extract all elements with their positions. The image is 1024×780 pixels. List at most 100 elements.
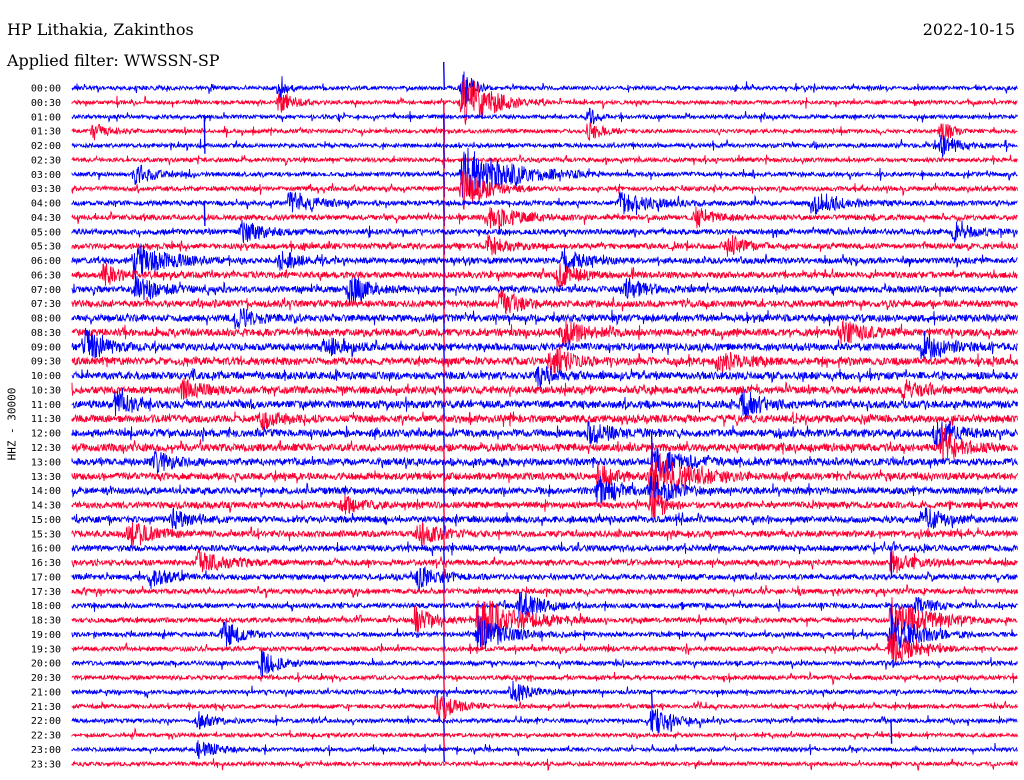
trace-row bbox=[71, 421, 1018, 450]
trace-row bbox=[71, 274, 1018, 305]
row-time-label: 16:30 bbox=[31, 558, 61, 569]
spike-mark bbox=[443, 747, 445, 763]
trace-row bbox=[71, 740, 1018, 760]
trace-row bbox=[71, 540, 1018, 557]
spike-mark bbox=[203, 201, 206, 227]
row-time-label: 10:30 bbox=[31, 385, 61, 396]
row-time-label: 14:30 bbox=[31, 501, 61, 512]
row-time-label: 22:30 bbox=[31, 731, 61, 742]
trace-row bbox=[71, 448, 1018, 475]
trace-row bbox=[71, 614, 1018, 653]
trace-row bbox=[71, 366, 1018, 389]
trace-row bbox=[71, 171, 1018, 210]
row-time-label: 21:30 bbox=[31, 702, 61, 713]
trace-row bbox=[71, 726, 1018, 741]
spike-mark bbox=[650, 689, 653, 708]
trace-row bbox=[71, 507, 1018, 530]
spike-mark bbox=[203, 114, 206, 154]
trace-row bbox=[71, 708, 1018, 734]
row-time-label: 12:00 bbox=[31, 429, 61, 440]
row-time-label: 01:30 bbox=[31, 127, 61, 138]
spike-mark bbox=[890, 603, 893, 640]
trace-row bbox=[71, 472, 1018, 509]
row-time-label: 20:00 bbox=[31, 659, 61, 670]
trace-row bbox=[71, 377, 1018, 402]
row-time-label: 18:30 bbox=[31, 616, 61, 627]
trace-row bbox=[71, 307, 1018, 329]
row-time-label: 06:00 bbox=[31, 256, 61, 267]
trace-row bbox=[71, 426, 1018, 464]
row-time-label: 02:30 bbox=[31, 155, 61, 166]
trace-row bbox=[71, 191, 1018, 216]
trace-row bbox=[71, 680, 1018, 702]
spike-mark bbox=[890, 546, 893, 579]
row-time-label: 15:30 bbox=[31, 529, 61, 540]
trace-row bbox=[71, 693, 1018, 723]
trace-row bbox=[71, 345, 1018, 375]
trace-row bbox=[71, 327, 1018, 363]
row-time-label: 09:30 bbox=[31, 357, 61, 368]
row-time-label: 05:00 bbox=[31, 227, 61, 238]
row-time-label: 07:30 bbox=[31, 299, 61, 310]
trace-row bbox=[71, 584, 1018, 599]
trace-row bbox=[71, 206, 1018, 229]
row-time-label: 11:30 bbox=[31, 414, 61, 425]
row-time-label: 12:30 bbox=[31, 443, 61, 454]
trace-row bbox=[71, 77, 1018, 125]
row-time-label: 03:00 bbox=[31, 170, 61, 181]
spike-mark bbox=[650, 431, 653, 464]
row-time-label: 07:00 bbox=[31, 285, 61, 296]
row-time-label: 23:00 bbox=[31, 745, 61, 756]
row-time-label: 06:30 bbox=[31, 270, 61, 281]
row-time-label: 03:30 bbox=[31, 184, 61, 195]
spike-mark bbox=[480, 618, 483, 651]
row-time-label: 04:00 bbox=[31, 199, 61, 210]
row-time-label: 11:00 bbox=[31, 400, 61, 411]
row-time-label: 01:00 bbox=[31, 112, 61, 123]
trace-row bbox=[71, 591, 1018, 619]
trace-row bbox=[71, 521, 1018, 547]
row-time-label: 10:00 bbox=[31, 371, 61, 382]
row-time-label: 15:00 bbox=[31, 515, 61, 526]
trace-row bbox=[71, 153, 1018, 167]
record-date: 2022-10-15 bbox=[922, 20, 1015, 39]
trace-layer bbox=[71, 61, 1018, 772]
trace-row bbox=[71, 758, 1018, 772]
trace-row bbox=[71, 632, 1018, 665]
row-time-label: 09:00 bbox=[31, 342, 61, 353]
row-time-label: 19:30 bbox=[31, 644, 61, 655]
trace-row bbox=[71, 670, 1018, 686]
row-time-label: 22:00 bbox=[31, 716, 61, 727]
row-time-label: 19:00 bbox=[31, 630, 61, 641]
row-time-label: 08:30 bbox=[31, 328, 61, 339]
row-time-label: 17:30 bbox=[31, 587, 61, 598]
row-time-label: 18:00 bbox=[31, 601, 61, 612]
row-time-label: 23:30 bbox=[31, 759, 61, 770]
row-time-label: 17:00 bbox=[31, 572, 61, 583]
station-title: HP Lithakia, Zakinthos bbox=[7, 20, 194, 39]
trace-row bbox=[71, 566, 1018, 592]
trace-row bbox=[71, 549, 1018, 574]
row-time-label: 14:00 bbox=[31, 486, 61, 497]
trace-row bbox=[71, 411, 1018, 431]
filter-label: Applied filter: WWSSN-SP bbox=[7, 51, 220, 70]
row-time-label: 13:00 bbox=[31, 457, 61, 468]
trace-row bbox=[71, 263, 1018, 288]
trace-row bbox=[71, 71, 1018, 109]
trace-row bbox=[71, 134, 1018, 159]
row-time-label: 04:30 bbox=[31, 213, 61, 224]
trace-row bbox=[71, 234, 1018, 257]
trace-row bbox=[71, 243, 1018, 277]
row-time-label: 16:00 bbox=[31, 544, 61, 555]
trace-row bbox=[71, 388, 1018, 420]
trace-row bbox=[71, 289, 1018, 315]
row-time-label: 00:00 bbox=[31, 84, 61, 95]
spike-mark bbox=[443, 61, 445, 91]
trace-row bbox=[71, 320, 1018, 347]
row-time-label: 13:30 bbox=[31, 472, 61, 483]
row-time-label: 02:00 bbox=[31, 141, 61, 152]
trace-row bbox=[71, 650, 1018, 678]
trace-row bbox=[71, 107, 1018, 125]
trace-row bbox=[71, 485, 1018, 519]
